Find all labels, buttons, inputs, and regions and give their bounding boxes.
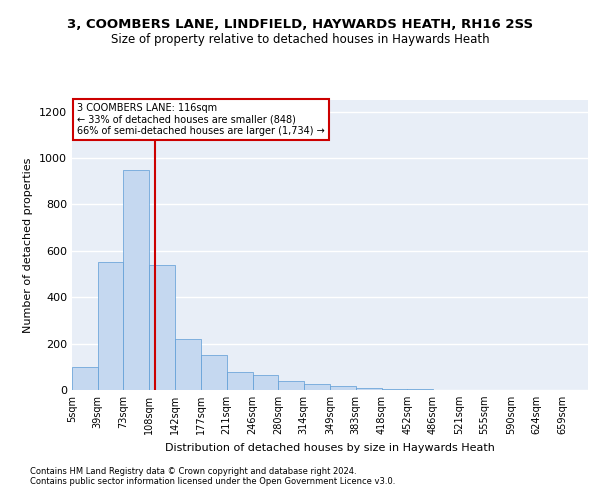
Bar <box>227 372 253 390</box>
Bar <box>149 264 175 390</box>
Bar <box>304 384 330 390</box>
Text: Size of property relative to detached houses in Haywards Heath: Size of property relative to detached ho… <box>110 32 490 46</box>
Y-axis label: Number of detached properties: Number of detached properties <box>23 158 34 332</box>
Bar <box>123 170 149 390</box>
Text: 3 COOMBERS LANE: 116sqm
← 33% of detached houses are smaller (848)
66% of semi-d: 3 COOMBERS LANE: 116sqm ← 33% of detache… <box>77 103 325 136</box>
Bar <box>72 367 97 390</box>
Text: 3, COOMBERS LANE, LINDFIELD, HAYWARDS HEATH, RH16 2SS: 3, COOMBERS LANE, LINDFIELD, HAYWARDS HE… <box>67 18 533 30</box>
Bar <box>201 355 227 390</box>
Text: Contains public sector information licensed under the Open Government Licence v3: Contains public sector information licen… <box>30 477 395 486</box>
Bar <box>97 262 123 390</box>
Bar <box>382 389 407 390</box>
X-axis label: Distribution of detached houses by size in Haywards Heath: Distribution of detached houses by size … <box>165 442 495 452</box>
Bar <box>253 375 278 390</box>
Bar <box>330 386 355 390</box>
Bar <box>355 388 382 390</box>
Bar <box>175 339 201 390</box>
Bar <box>278 381 304 390</box>
Text: Contains HM Land Registry data © Crown copyright and database right 2024.: Contains HM Land Registry data © Crown c… <box>30 467 356 476</box>
